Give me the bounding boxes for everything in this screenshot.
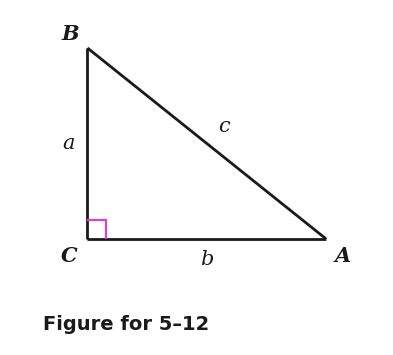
Text: B: B xyxy=(62,24,79,44)
Text: Figure for 5–12: Figure for 5–12 xyxy=(43,315,209,334)
Text: C: C xyxy=(61,246,77,266)
Text: a: a xyxy=(62,134,75,153)
Text: A: A xyxy=(335,246,351,266)
Text: c: c xyxy=(218,117,230,136)
Text: b: b xyxy=(200,250,213,269)
